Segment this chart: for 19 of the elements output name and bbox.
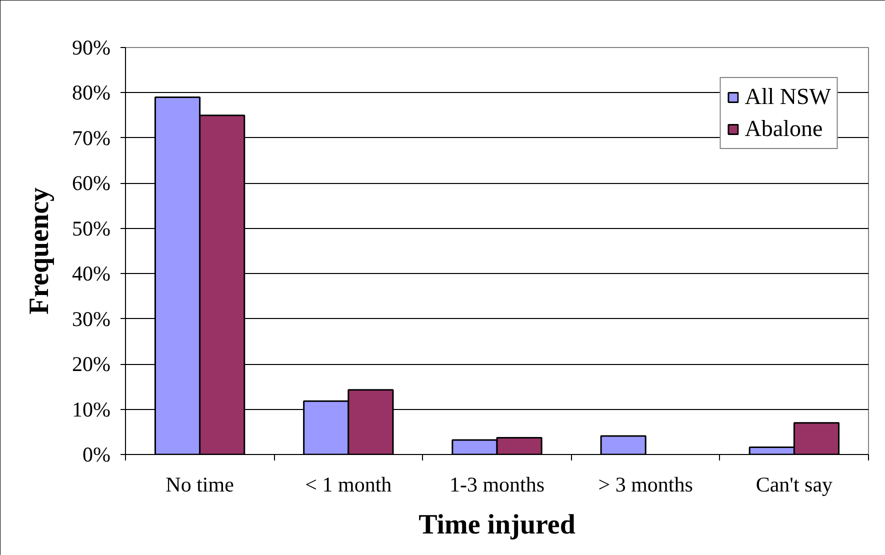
y-tick-label: 30% xyxy=(72,306,111,331)
legend-label: Abalone xyxy=(744,116,823,142)
x-tick-label: 1-3 months xyxy=(449,472,545,496)
y-tick-label: 80% xyxy=(72,80,111,105)
legend-label: All NSW xyxy=(744,84,831,110)
y-tick-label: 10% xyxy=(72,397,111,422)
y-tick-label: 20% xyxy=(72,352,111,376)
x-tick-label: > 3 months xyxy=(598,472,693,496)
y-tick-label: 50% xyxy=(72,216,111,240)
y-tick-label: 60% xyxy=(72,171,111,196)
x-axis-title: Time injured xyxy=(418,510,576,540)
y-tick-label: 40% xyxy=(72,262,111,286)
y-axis-title: Frequency xyxy=(24,187,56,315)
x-tick-label: < 1 month xyxy=(305,472,392,496)
y-tick-label: 70% xyxy=(72,126,111,150)
x-tick-label: No time xyxy=(166,472,234,496)
x-tick-label: Can't say xyxy=(756,472,834,496)
y-tick-label: 0% xyxy=(82,442,111,466)
y-tick-label: 90% xyxy=(72,36,111,60)
